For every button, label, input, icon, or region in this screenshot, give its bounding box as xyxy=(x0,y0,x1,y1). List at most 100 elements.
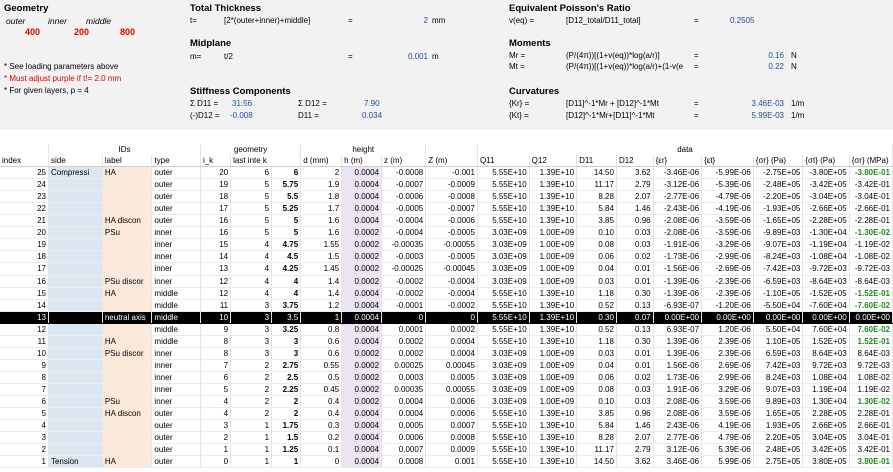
table-cell[interactable]: 2 xyxy=(230,395,273,409)
table-cell[interactable]: 1.30E-02 xyxy=(849,395,893,409)
table-cell[interactable]: 1.2 xyxy=(300,299,343,312)
table-cell[interactable]: 2 xyxy=(200,431,232,445)
table-cell[interactable]: 3 xyxy=(230,299,273,312)
table-cell[interactable]: 0.55 xyxy=(300,359,343,372)
col-last-inte-k[interactable]: last inte k xyxy=(230,155,302,168)
table-cell[interactable]: 1.52E+05 xyxy=(802,335,850,348)
table-cell[interactable]: 19 xyxy=(0,238,49,252)
table-cell[interactable]: 0.001 xyxy=(425,455,478,469)
table-cell[interactable]: -0.0008 xyxy=(381,166,427,180)
table-cell[interactable]: 0.0007 xyxy=(425,419,478,433)
table-cell[interactable]: 0.0006 xyxy=(425,407,478,421)
table-cell[interactable]: -2.66E-01 xyxy=(849,202,893,216)
table-row[interactable]: 9 inner 7 2 2.75 0.55 0.0002 0.00025 0.00045 3.03… xyxy=(0,359,893,372)
table-cell[interactable]: -0.0006 xyxy=(425,214,478,228)
table-cell[interactable]: -3.04E-01 xyxy=(849,190,893,204)
table-cell[interactable]: 5 xyxy=(230,214,273,228)
table-cell[interactable]: 9 xyxy=(0,359,49,372)
table-cell[interactable]: 8.28 xyxy=(576,431,617,445)
table-cell[interactable] xyxy=(48,262,103,276)
table-cell[interactable]: -0.0002 xyxy=(381,275,427,288)
table-cell[interactable]: 6 xyxy=(271,166,302,180)
table-cell[interactable]: 0.0002 xyxy=(341,383,383,396)
col-d11[interactable]: D11 xyxy=(576,155,617,168)
table-cell[interactable]: 0.0004 xyxy=(425,347,478,360)
table-cell[interactable]: 1.39E+10 xyxy=(529,178,578,192)
table-cell[interactable]: -0.0009 xyxy=(425,178,478,192)
table-cell[interactable]: 5.55E+10 xyxy=(477,443,530,457)
table-cell[interactable]: 5 xyxy=(230,226,273,240)
table-cell[interactable]: 1.19E-02 xyxy=(849,383,893,396)
table-cell[interactable]: inner xyxy=(151,226,201,240)
table-cell[interactable]: 0.10 xyxy=(576,226,617,240)
table-cell[interactable]: PSu discor xyxy=(102,275,153,288)
table-cell[interactable] xyxy=(48,202,103,216)
table-cell[interactable] xyxy=(48,443,103,457)
table-cell[interactable]: 2.07 xyxy=(616,431,654,445)
table-cell[interactable]: HA discon xyxy=(102,407,153,421)
col-label[interactable]: label xyxy=(102,155,153,168)
table-cell[interactable] xyxy=(48,371,103,384)
table-cell[interactable] xyxy=(102,359,153,372)
table-cell[interactable]: 11 xyxy=(200,299,232,312)
table-cell[interactable] xyxy=(102,371,153,384)
table-cell[interactable]: inner xyxy=(151,359,201,372)
table-row[interactable]: 13 neutral axis middle 10 3 3.5 1 0.0004 0 0 5.55E… xyxy=(0,311,893,324)
table-cell[interactable] xyxy=(48,335,103,348)
table-cell[interactable]: 3 xyxy=(230,323,273,336)
table-cell[interactable]: 0.03 xyxy=(616,238,654,252)
table-cell[interactable]: -3.59E-06 xyxy=(701,226,754,240)
table-cell[interactable]: 3.42E+05 xyxy=(802,443,850,457)
table-cell[interactable]: PSu discor xyxy=(102,347,153,360)
table-row[interactable]: 17 inner 13 4 4.25 1.45 0.0002 -0.00025 -0.00045… xyxy=(0,262,893,276)
col-eps-t[interactable]: {εt} xyxy=(701,155,754,168)
table-cell[interactable]: 2.28E+05 xyxy=(802,407,850,421)
table-cell[interactable]: 0.3 xyxy=(300,419,343,433)
table-cell[interactable]: 0.0004 xyxy=(381,407,427,421)
table-cell[interactable]: 3.03E+09 xyxy=(477,262,530,276)
col-q12[interactable]: Q12 xyxy=(529,155,578,168)
table-cell[interactable]: -0.00035 xyxy=(381,238,427,252)
table-cell[interactable]: 25 xyxy=(0,166,49,180)
table-cell[interactable]: -1.52E-01 xyxy=(849,287,893,300)
table-cell[interactable]: -5.50E+04 xyxy=(753,299,804,312)
table-cell[interactable] xyxy=(48,190,103,204)
table-row[interactable]: 19 inner 15 4 4.75 1.55 0.0002 -0.00035 -0.00055… xyxy=(0,238,893,252)
table-cell[interactable]: -2.08E-06 xyxy=(653,226,703,240)
table-cell[interactable]: 2 xyxy=(0,443,49,457)
table-cell[interactable] xyxy=(48,299,103,312)
table-cell[interactable]: 3.46E-06 xyxy=(653,455,703,469)
table-cell[interactable]: 2.77E-06 xyxy=(653,431,703,445)
table-cell[interactable]: 10 xyxy=(200,311,232,324)
table-cell[interactable]: -0.0006 xyxy=(381,190,427,204)
table-cell[interactable]: 1.39E+10 xyxy=(529,190,578,204)
table-row[interactable]: 24 outer 19 5 5.75 1.9 0.0004 -0.0007 -0.0009 5.5… xyxy=(0,178,893,192)
layer-value-outer[interactable]: 400 xyxy=(25,27,41,37)
table-cell[interactable] xyxy=(102,250,153,264)
table-cell[interactable]: -0.0002 xyxy=(381,287,427,300)
table-cell[interactable]: 5.55E+10 xyxy=(477,299,530,312)
table-cell[interactable]: 0.96 xyxy=(616,407,654,421)
table-cell[interactable]: 1.39E+10 xyxy=(529,299,578,312)
table-cell[interactable]: 0.0004 xyxy=(341,214,383,228)
col-sig-r-mpa[interactable]: {σr} (MPa) xyxy=(849,155,893,168)
table-cell[interactable]: 0.0003 xyxy=(381,371,427,384)
table-cell[interactable]: 5.84 xyxy=(576,202,617,216)
table-row[interactable]: 22 outer 17 5 5.25 1.7 0.0004 -0.0005 -0.0007 5.5… xyxy=(0,202,893,216)
table-cell[interactable]: 14 xyxy=(0,299,49,312)
table-cell[interactable]: 2.75 xyxy=(271,359,302,372)
table-cell[interactable]: 1.45 xyxy=(300,262,343,276)
table-cell[interactable]: 0.0004 xyxy=(341,443,383,457)
table-cell[interactable]: 3 xyxy=(200,419,232,433)
table-cell[interactable]: 0.0004 xyxy=(341,455,383,469)
table-cell[interactable]: 1.10E+05 xyxy=(753,335,804,348)
table-cell[interactable]: 8.64E-03 xyxy=(849,347,893,360)
table-cell[interactable]: 22 xyxy=(0,202,49,216)
table-cell[interactable]: 3.85 xyxy=(576,214,617,228)
table-cell[interactable]: 0.0004 xyxy=(341,323,383,336)
table-cell[interactable]: -8.64E+03 xyxy=(802,275,850,288)
table-cell[interactable]: 0.02 xyxy=(616,250,654,264)
table-cell[interactable]: -0.0004 xyxy=(425,275,478,288)
table-cell[interactable]: 1 xyxy=(300,311,343,324)
table-cell[interactable]: 0.13 xyxy=(616,299,654,312)
